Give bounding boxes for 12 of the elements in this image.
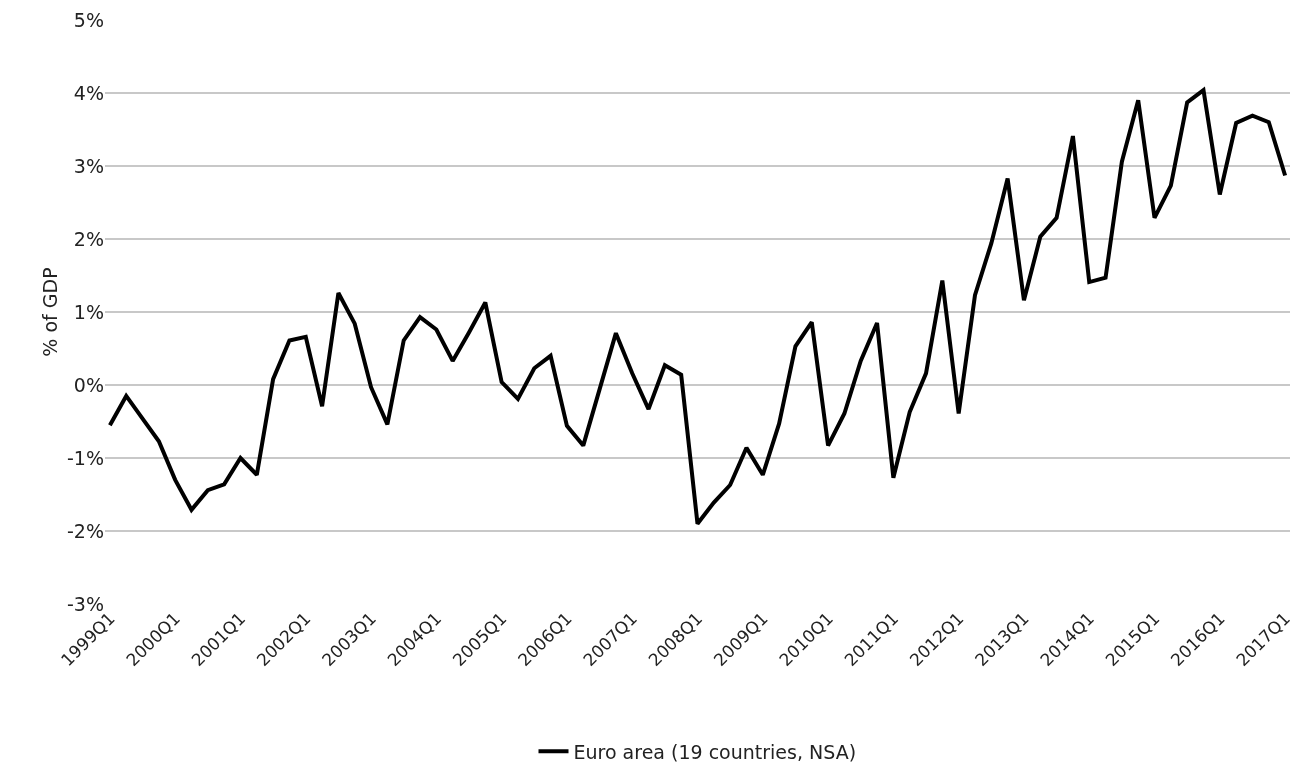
y-tick-label: 2% xyxy=(73,227,104,250)
y-tick-label: 1% xyxy=(73,300,104,323)
y-tick-label: 5% xyxy=(73,8,104,31)
legend-label: Euro area (19 countries, NSA) xyxy=(573,740,857,763)
y-tick-label: -3% xyxy=(67,592,104,615)
y-tick-label: -1% xyxy=(67,446,104,469)
y-tick-label: 4% xyxy=(73,81,104,104)
y-axis-title: % of GDP xyxy=(39,267,61,357)
line-series xyxy=(107,88,1288,526)
y-tick-label: 0% xyxy=(73,373,104,396)
y-tick-label: -2% xyxy=(67,519,104,542)
y-tick-label: 3% xyxy=(73,154,104,177)
